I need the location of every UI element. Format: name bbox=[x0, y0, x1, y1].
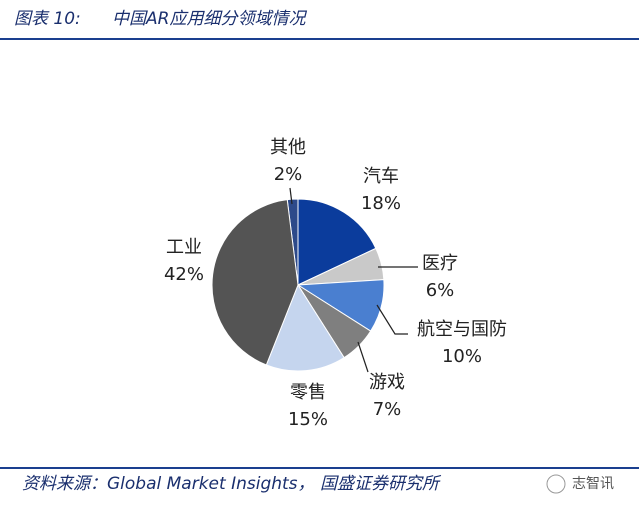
value-label: 7% bbox=[373, 399, 402, 420]
pie-slice bbox=[265, 283, 345, 372]
value-label: 6% bbox=[426, 280, 455, 301]
source: 资料来源：Global Market Insights， 国盛证券研究所 bbox=[22, 474, 442, 494]
pie bbox=[211, 198, 385, 372]
slice-label: 游戏 bbox=[369, 372, 405, 393]
value-label: 15% bbox=[288, 409, 328, 430]
watermark-icon bbox=[546, 474, 566, 494]
figure-label: 图表 10: bbox=[14, 9, 81, 29]
leader-line bbox=[357, 341, 369, 373]
value-label: 18% bbox=[361, 193, 401, 214]
pie-slice bbox=[211, 199, 299, 366]
slice-label: 零售 bbox=[290, 382, 326, 403]
watermark: 志智讯 bbox=[572, 476, 614, 492]
value-label: 42% bbox=[164, 264, 204, 285]
title: 中国AR应用细分领域情况 bbox=[112, 9, 307, 29]
value-label: 10% bbox=[442, 346, 482, 367]
value-label: 2% bbox=[274, 164, 303, 185]
slice-label: 医疗 bbox=[422, 253, 458, 274]
slice-label: 其他 bbox=[270, 137, 306, 158]
leader-line bbox=[289, 187, 293, 205]
leader-line bbox=[376, 304, 408, 335]
pie-slice bbox=[297, 198, 377, 286]
slice-label: 汽车 bbox=[363, 166, 399, 187]
slice-label: 航空与国防 bbox=[417, 319, 507, 340]
slice-label: 工业 bbox=[166, 237, 202, 258]
